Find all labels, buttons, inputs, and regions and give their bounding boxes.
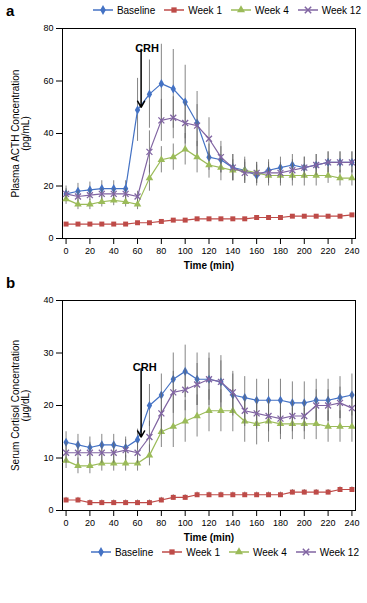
svg-text:180: 180 [273, 518, 288, 528]
svg-text:160: 160 [249, 518, 264, 528]
html-text:Week 4: Week 4 [255, 4, 289, 16]
svg-text:40: 40 [109, 518, 119, 528]
svg-text:180: 180 [273, 246, 288, 256]
html-text:Week 12: Week 12 [321, 4, 361, 16]
html-text:Baseline: Baseline [114, 546, 154, 558]
svg-text:140: 140 [225, 518, 240, 528]
svg-text:220: 220 [321, 246, 336, 256]
svg-text:Plasma ACTH Concentration(pg/m: Plasma ACTH Concentration(pg/mL) [10, 70, 31, 198]
html-text:Week 12: Week 12 [319, 546, 359, 558]
svg-text:10: 10 [43, 453, 53, 463]
svg-text:100: 100 [178, 518, 193, 528]
svg-text:0: 0 [48, 505, 53, 515]
svg-text:CRH: CRH [135, 42, 159, 54]
svg-text:Serum Cortisol Concentration(μ: Serum Cortisol Concentration(μg/dL) [10, 340, 31, 471]
svg-text:240: 240 [344, 518, 359, 528]
svg-text:220: 220 [321, 518, 336, 528]
svg-text:0: 0 [64, 518, 69, 528]
svg-text:80: 80 [156, 246, 166, 256]
svg-text:200: 200 [297, 518, 312, 528]
svg-text:0: 0 [64, 246, 69, 256]
svg-text:60: 60 [133, 246, 143, 256]
svg-text:Time (min): Time (min) [184, 260, 234, 271]
svg-text:80: 80 [156, 518, 166, 528]
html-text:a: a [6, 1, 15, 19]
svg-text:Time (min): Time (min) [184, 532, 234, 543]
svg-text:0: 0 [48, 233, 53, 243]
svg-text:20: 20 [85, 246, 95, 256]
html-text:Week 1: Week 1 [188, 4, 222, 16]
svg-text:30: 30 [43, 348, 53, 358]
svg-text:60: 60 [43, 76, 53, 86]
svg-text:40: 40 [43, 295, 53, 305]
svg-text:120: 120 [201, 518, 216, 528]
html-text:b: b [6, 273, 16, 291]
svg-text:200: 200 [297, 246, 312, 256]
html-text:Baseline: Baseline [116, 4, 156, 16]
svg-text:240: 240 [344, 246, 359, 256]
svg-text:60: 60 [133, 518, 143, 528]
svg-text:40: 40 [43, 128, 53, 138]
svg-text:80: 80 [43, 23, 53, 33]
svg-text:120: 120 [201, 246, 216, 256]
svg-text:40: 40 [109, 246, 119, 256]
svg-text:100: 100 [178, 246, 193, 256]
html-text:Week 1: Week 1 [186, 546, 220, 558]
svg-text:160: 160 [249, 246, 264, 256]
svg-text:20: 20 [85, 518, 95, 528]
svg-text:140: 140 [225, 246, 240, 256]
svg-text:CRH: CRH [133, 361, 157, 373]
svg-text:20: 20 [43, 400, 53, 410]
svg-text:20: 20 [43, 181, 53, 191]
html-text:Week 4: Week 4 [253, 546, 287, 558]
